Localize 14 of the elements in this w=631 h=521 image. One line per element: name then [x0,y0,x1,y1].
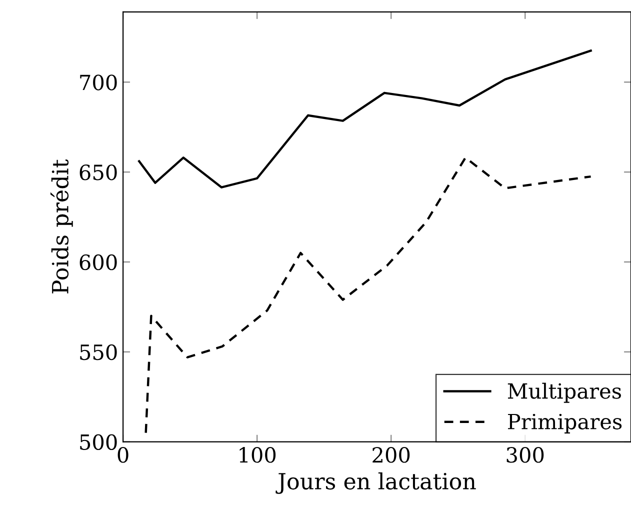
y-tick-label: 500 [80,434,117,450]
y-tick-label: 600 [80,254,117,270]
y-tick-label: 550 [80,344,117,360]
y-tick-label: 650 [80,164,117,180]
x-tick-label: 0 [118,447,128,463]
legend-label: Primipares [508,414,622,434]
x-tick-label: 200 [372,447,410,463]
x-tick-label: 300 [506,447,544,463]
x-axis-title: Jours en lactation [276,472,476,494]
legend-label: Multipares [508,382,621,403]
line-series [138,50,592,188]
x-tick-label: 100 [240,447,276,463]
y-tick-label: 700 [80,74,117,90]
y-axis-title: Poids prédit [50,159,73,294]
